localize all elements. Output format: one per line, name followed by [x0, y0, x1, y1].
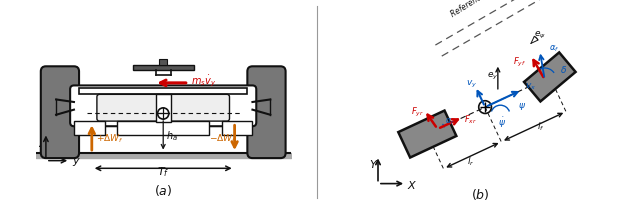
- Text: $\delta$: $\delta$: [560, 64, 567, 75]
- Text: $F_{yr}$: $F_{yr}$: [411, 106, 424, 119]
- Text: $X$: $X$: [407, 179, 418, 191]
- Polygon shape: [524, 52, 575, 101]
- Text: $l_r$: $l_r$: [467, 155, 475, 168]
- FancyBboxPatch shape: [247, 66, 285, 158]
- Text: $F_{xr}$: $F_{xr}$: [464, 113, 477, 126]
- Bar: [79, 88, 247, 94]
- Text: $F_{yf}$: $F_{yf}$: [513, 55, 526, 69]
- Text: $v_y$: $v_y$: [467, 78, 477, 90]
- Polygon shape: [398, 111, 456, 157]
- Text: $\alpha_r$: $\alpha_r$: [445, 116, 454, 127]
- Text: $\alpha_f$: $\alpha_f$: [548, 43, 559, 54]
- Text: $T_f$: $T_f$: [157, 165, 170, 179]
- Text: $z$: $z$: [38, 139, 46, 149]
- Bar: [132, 64, 194, 70]
- FancyBboxPatch shape: [97, 94, 230, 121]
- Text: Reference Trajectory: Reference Trajectory: [449, 0, 522, 19]
- Bar: [74, 121, 104, 135]
- Text: $(a)$: $(a)$: [154, 183, 172, 198]
- Bar: [222, 121, 252, 135]
- Text: $Y$: $Y$: [369, 158, 379, 170]
- Text: $-\Delta W_f$: $-\Delta W_f$: [209, 133, 237, 145]
- Text: $\dot{\psi}$: $\dot{\psi}$: [498, 116, 506, 130]
- Text: $e_y$: $e_y$: [487, 71, 499, 82]
- Text: $+\Delta W_f$: $+\Delta W_f$: [95, 133, 124, 145]
- Text: $(b)$: $(b)$: [470, 187, 490, 202]
- Bar: [117, 121, 209, 135]
- Text: $y$: $y$: [72, 156, 81, 168]
- Text: $v_x$: $v_x$: [525, 82, 536, 92]
- Text: $\psi$: $\psi$: [518, 101, 526, 112]
- FancyBboxPatch shape: [41, 66, 79, 158]
- Text: $e_\psi$: $e_\psi$: [534, 30, 545, 41]
- FancyBboxPatch shape: [70, 85, 256, 126]
- Text: $l_f$: $l_f$: [538, 120, 545, 133]
- Text: $m_s\dot{v}_y$: $m_s\dot{v}_y$: [191, 74, 216, 90]
- Bar: [156, 94, 171, 122]
- Bar: [159, 59, 167, 64]
- Text: $h_a$: $h_a$: [166, 129, 178, 143]
